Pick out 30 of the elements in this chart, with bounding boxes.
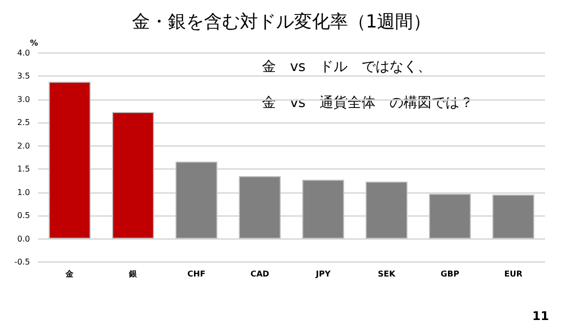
bar (302, 180, 344, 239)
chart-title: 金・銀を含む対ドル変化率（1週間） (132, 12, 432, 32)
x-tick-label: CAD (250, 270, 270, 278)
bar (238, 176, 281, 239)
x-tick-label: CHF (187, 270, 206, 278)
y-tick-label: 4.0 (17, 48, 30, 58)
y-axis-title: % (30, 38, 38, 48)
bar (112, 112, 154, 239)
y-tick-label: 3.5 (17, 72, 30, 81)
y-tick-label: 1.5 (17, 164, 30, 174)
x-tick-label: GBP (440, 270, 460, 278)
y-tick-label: 1.0 (17, 188, 30, 197)
annotation: 金 vs ドル ではなく、 (262, 59, 432, 75)
text: 11 (532, 309, 550, 323)
bar (366, 182, 408, 239)
bar (48, 82, 91, 239)
x-tick-label: JPY (314, 270, 331, 278)
y-tick-label: 2.5 (17, 118, 30, 128)
y-tick-label: -0.5 (14, 258, 30, 266)
y-tick-label: 0.0 (17, 234, 30, 244)
y-tick-label: 0.5 (17, 211, 30, 220)
x-tick-label: EUR (504, 270, 522, 278)
x-tick-label: 金 (64, 270, 75, 278)
y-tick-label: 3.0 (17, 94, 30, 104)
y-tick-label: 2.0 (17, 141, 30, 150)
bar (492, 194, 534, 239)
bar (176, 162, 218, 239)
x-tick-label: 銀 (128, 270, 138, 278)
bar (429, 194, 471, 239)
x-tick-label: SEK (378, 270, 396, 278)
